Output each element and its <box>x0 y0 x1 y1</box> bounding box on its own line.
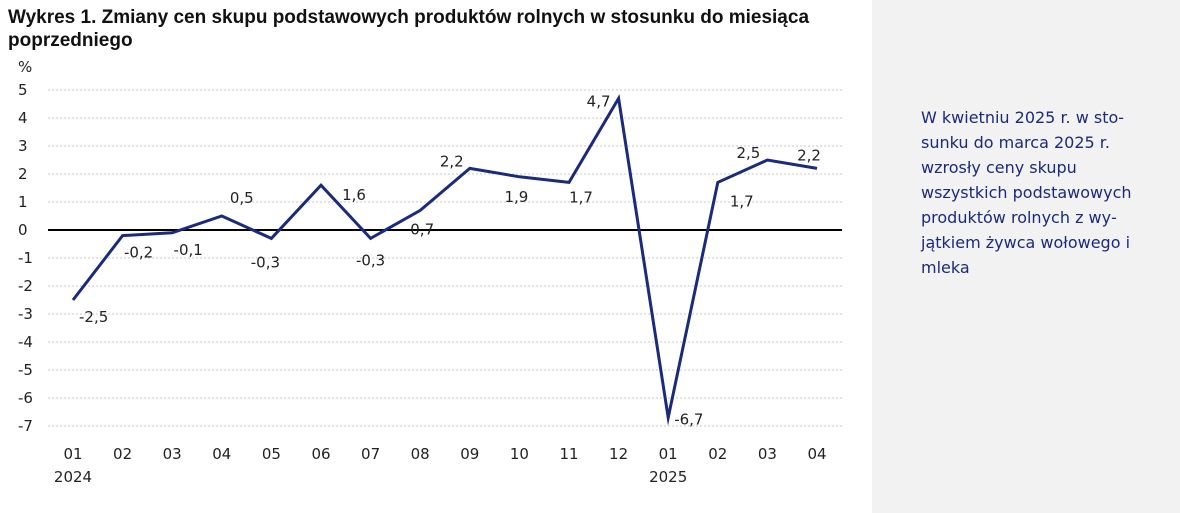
data-label: -6,7 <box>674 411 703 429</box>
x-tick-label: 03 <box>758 445 777 463</box>
x-tick-label: 11 <box>559 445 578 463</box>
data-label: -2,5 <box>79 308 108 326</box>
gridlines <box>48 89 842 427</box>
data-label: 0,7 <box>410 220 434 238</box>
x-tick-label: 05 <box>262 445 281 463</box>
x-tick-label: 02 <box>113 445 132 463</box>
data-label: 2,5 <box>736 144 760 162</box>
y-tick-label: 3 <box>18 137 28 155</box>
x-tick-label: 04 <box>807 445 826 463</box>
y-tick-label: -2 <box>18 277 33 295</box>
y-tick-label: 5 <box>18 81 28 99</box>
y-tick-label: -6 <box>18 389 33 407</box>
x-year-label: 2024 <box>54 468 92 486</box>
y-tick-label: -1 <box>18 249 33 267</box>
x-year-label: 2025 <box>649 468 687 486</box>
data-label: 1,6 <box>342 186 366 204</box>
y-axis-unit-label: % <box>18 58 32 76</box>
chart-title: Wykres 1. Zmiany cen skupu podstawowych … <box>8 7 810 51</box>
x-tick-label: 12 <box>609 445 628 463</box>
y-tick-label: 4 <box>18 109 28 127</box>
x-tick-label: 08 <box>411 445 430 463</box>
x-axis-ticks: 01 02 03 04 05 06 07 08 09 10 11 12 01 02 03 04 2024 2025 <box>54 445 827 486</box>
side-panel: W kwietniu 2025 r. w sto­sunku do marca … <box>872 0 1180 513</box>
data-label: 0,5 <box>230 189 254 207</box>
data-labels: -2,5 -0,2 -0,1 0,5 -0,3 1,6 -0,3 0,7 2,2 1,9 1,7 4,… <box>79 92 821 428</box>
data-label: -0,1 <box>174 241 203 259</box>
side-note-text: W kwietniu 2025 r. w sto­sunku do marca … <box>921 108 1132 277</box>
y-tick-label: 0 <box>18 221 28 239</box>
x-tick-label: 03 <box>163 445 182 463</box>
y-tick-label: -7 <box>18 417 33 435</box>
x-tick-label: 09 <box>460 445 479 463</box>
data-label: 2,2 <box>797 146 821 164</box>
y-tick-label: -3 <box>18 305 33 323</box>
x-tick-label: 01 <box>63 445 82 463</box>
data-label: 2,2 <box>440 152 464 170</box>
x-tick-label: 06 <box>311 445 330 463</box>
data-label: 1,7 <box>730 192 754 210</box>
y-tick-label: -4 <box>18 333 33 351</box>
data-label: 1,7 <box>569 188 593 206</box>
y-tick-label: 1 <box>18 193 28 211</box>
x-tick-label: 07 <box>361 445 380 463</box>
x-tick-label: 01 <box>659 445 678 463</box>
data-label: 1,9 <box>504 188 528 206</box>
y-axis-ticks: 5 4 3 2 1 0 -1 -2 -3 -4 -5 -6 -7 <box>18 81 33 435</box>
y-tick-label: -5 <box>18 361 33 379</box>
data-label: -0,3 <box>356 251 385 269</box>
data-label: 4,7 <box>587 92 611 110</box>
x-tick-label: 04 <box>212 445 231 463</box>
data-label: -0,3 <box>251 253 280 271</box>
x-tick-label: 10 <box>510 445 529 463</box>
data-series <box>71 94 818 426</box>
y-tick-label: 2 <box>18 165 28 183</box>
x-tick-label: 02 <box>708 445 727 463</box>
series-line <box>71 94 818 426</box>
data-label: -0,2 <box>124 244 153 262</box>
